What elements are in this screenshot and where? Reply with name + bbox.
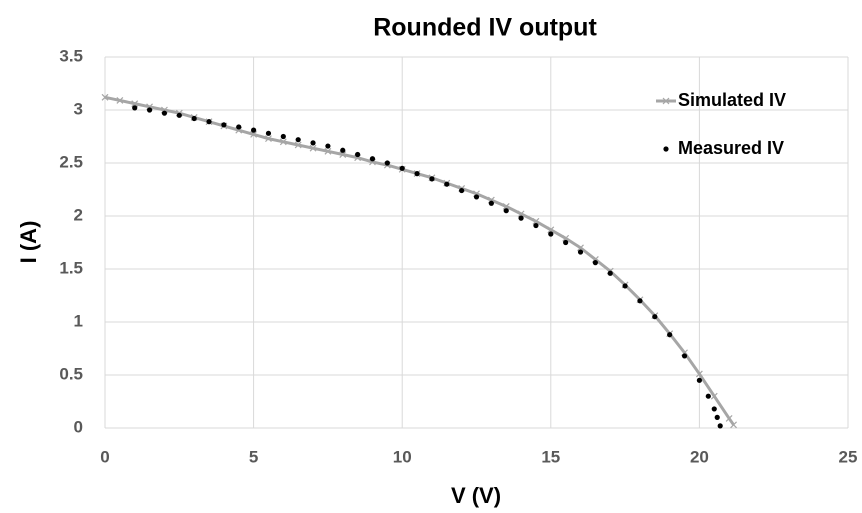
y-tick-label: 3 [74,99,83,118]
data-point [667,332,673,338]
x-marker [279,138,287,146]
data-point [221,122,227,128]
x-marker [562,234,570,242]
data-point [607,270,613,276]
data-point [622,283,628,289]
data-point [652,314,658,320]
data-point [429,176,435,182]
data-point [325,143,331,149]
data-point [206,119,212,125]
data-point [132,105,138,111]
x-marker [517,210,525,218]
y-tick-label: 0 [74,417,83,436]
data-point [444,181,450,187]
x-axis-label: V (V) [451,483,501,508]
data-point [369,156,376,162]
data-point [414,171,420,177]
x-marker [532,217,540,225]
data-point [518,215,524,221]
data-point [705,393,711,399]
x-marker [725,415,733,422]
x-marker [324,147,332,155]
x-marker [695,370,703,378]
data-point [295,137,301,143]
data-point [563,239,569,246]
data-point [696,377,703,383]
x-tick-label: 5 [249,447,258,466]
x-marker [710,392,718,400]
x-marker [577,244,584,252]
x-marker [547,226,555,234]
data-point [714,414,720,420]
x-marker [265,135,272,143]
data-point [717,423,723,429]
y-tick-label: 1 [74,311,83,330]
data-point [161,110,168,116]
data-point [711,406,717,412]
x-marker [662,97,670,105]
x-tick-label: 10 [393,447,412,466]
x-marker [339,151,347,158]
data-point [503,208,509,214]
data-point [592,260,598,266]
chart-title: Rounded IV output [373,14,597,42]
legend-swatch [663,146,669,152]
data-point [340,147,346,153]
x-tick-label: 25 [839,447,858,466]
series-line [104,95,735,426]
data-point [355,151,361,158]
x-marker [116,97,124,104]
data-point [459,187,465,194]
data-point [251,127,257,133]
x-marker [730,421,738,429]
x-tick-label: 0 [100,447,109,466]
data-point [236,124,242,130]
x-marker [250,130,258,138]
data-point [146,107,153,113]
data-point [533,222,539,229]
data-point [265,130,272,136]
x-marker [502,203,510,210]
data-point [191,115,197,122]
x-marker [309,144,317,152]
x-tick-label: 15 [541,447,560,466]
legend-label: Simulated IV [678,90,786,110]
x-marker [101,93,109,101]
data-point [310,140,316,146]
x-marker [131,100,139,108]
y-axis-label: I (A) [16,221,41,264]
y-tick-label: 1.5 [59,258,83,277]
data-point [399,165,405,171]
y-tick-label: 0.5 [59,364,83,383]
data-point [548,231,554,237]
legend-label: Measured IV [678,138,784,158]
data-point [280,133,286,140]
series [132,105,723,429]
y-tick-label: 2.5 [59,152,83,171]
x-tick-label: 20 [690,447,709,466]
y-tick-label: 2 [74,205,83,224]
data-point [384,160,390,166]
data-point [473,194,480,200]
series [101,93,738,429]
data-point [488,200,494,206]
data-point [176,112,182,118]
data-point [637,298,643,304]
x-marker [294,141,302,149]
y-tick-label: 3.5 [59,46,83,65]
data-point [577,249,584,255]
data-point [681,353,688,359]
